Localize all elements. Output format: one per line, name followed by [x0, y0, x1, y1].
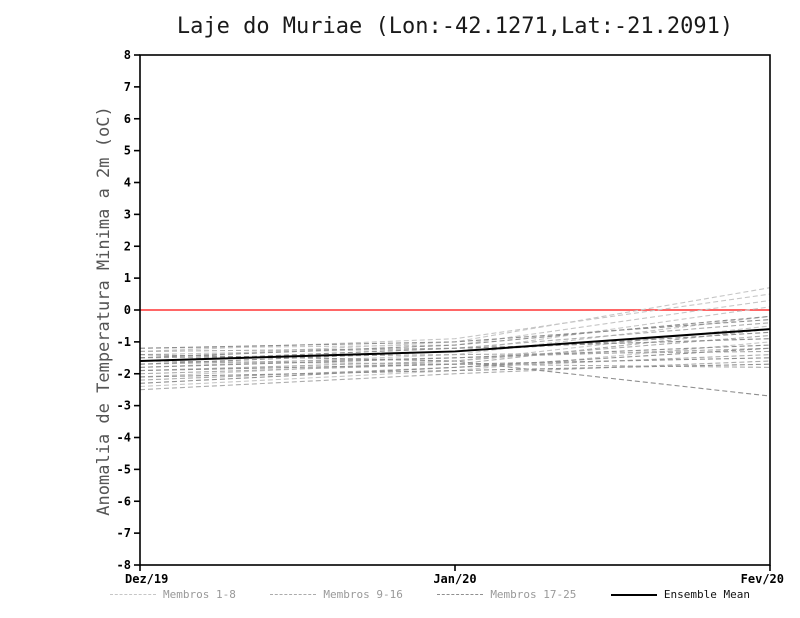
svg-text:5: 5: [124, 144, 131, 158]
svg-text:Dez/19: Dez/19: [125, 572, 168, 586]
legend-label: Membros 9-16: [323, 588, 403, 601]
svg-text:-3: -3: [117, 399, 131, 413]
legend-label: Ensemble Mean: [663, 588, 750, 601]
legend-item-ensemble-mean: Ensemble Mean: [610, 588, 750, 601]
legend-label: Membros 1-8: [163, 588, 236, 601]
svg-text:1: 1: [124, 271, 131, 285]
legend-item-membros-9-16: Membros 9-16: [270, 588, 403, 601]
legend-item-membros-17-25: Membros 17-25: [437, 588, 576, 601]
svg-text:-5: -5: [117, 462, 131, 476]
svg-text:-4: -4: [117, 431, 131, 445]
svg-text:2: 2: [124, 239, 131, 253]
svg-text:-6: -6: [117, 494, 131, 508]
legend-label: Membros 17-25: [490, 588, 577, 601]
svg-text:3: 3: [124, 207, 131, 221]
svg-text:8: 8: [124, 48, 131, 62]
svg-text:4: 4: [124, 176, 131, 190]
svg-text:-1: -1: [117, 335, 131, 349]
svg-text:6: 6: [124, 112, 131, 126]
solid-line-swatch: [610, 593, 657, 596]
legend-item-membros-1-8: Membros 1-8: [110, 588, 236, 601]
svg-text:-8: -8: [117, 558, 131, 572]
svg-text:7: 7: [124, 80, 131, 94]
chart-legend: Membros 1-8 Membros 9-16 Membros 17-25 E…: [110, 588, 750, 601]
dashed-line-swatch: [270, 594, 317, 595]
svg-text:-2: -2: [117, 367, 131, 381]
svg-text:Jan/20: Jan/20: [433, 572, 476, 586]
svg-text:0: 0: [124, 303, 131, 317]
chart-title: Laje do Muriae (Lon:-42.1271,Lat:-21.209…: [176, 14, 734, 39]
svg-text:-7: -7: [117, 526, 131, 540]
dashed-line-swatch: [110, 594, 156, 595]
svg-text:Fev/20: Fev/20: [741, 572, 784, 586]
dashed-line-swatch: [437, 594, 484, 595]
